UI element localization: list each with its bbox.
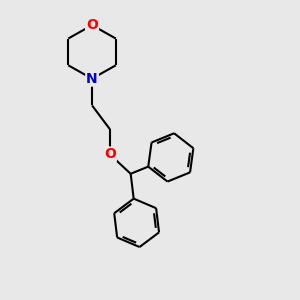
Text: O: O [86, 18, 98, 32]
Text: N: N [86, 72, 98, 86]
Text: O: O [104, 148, 116, 161]
